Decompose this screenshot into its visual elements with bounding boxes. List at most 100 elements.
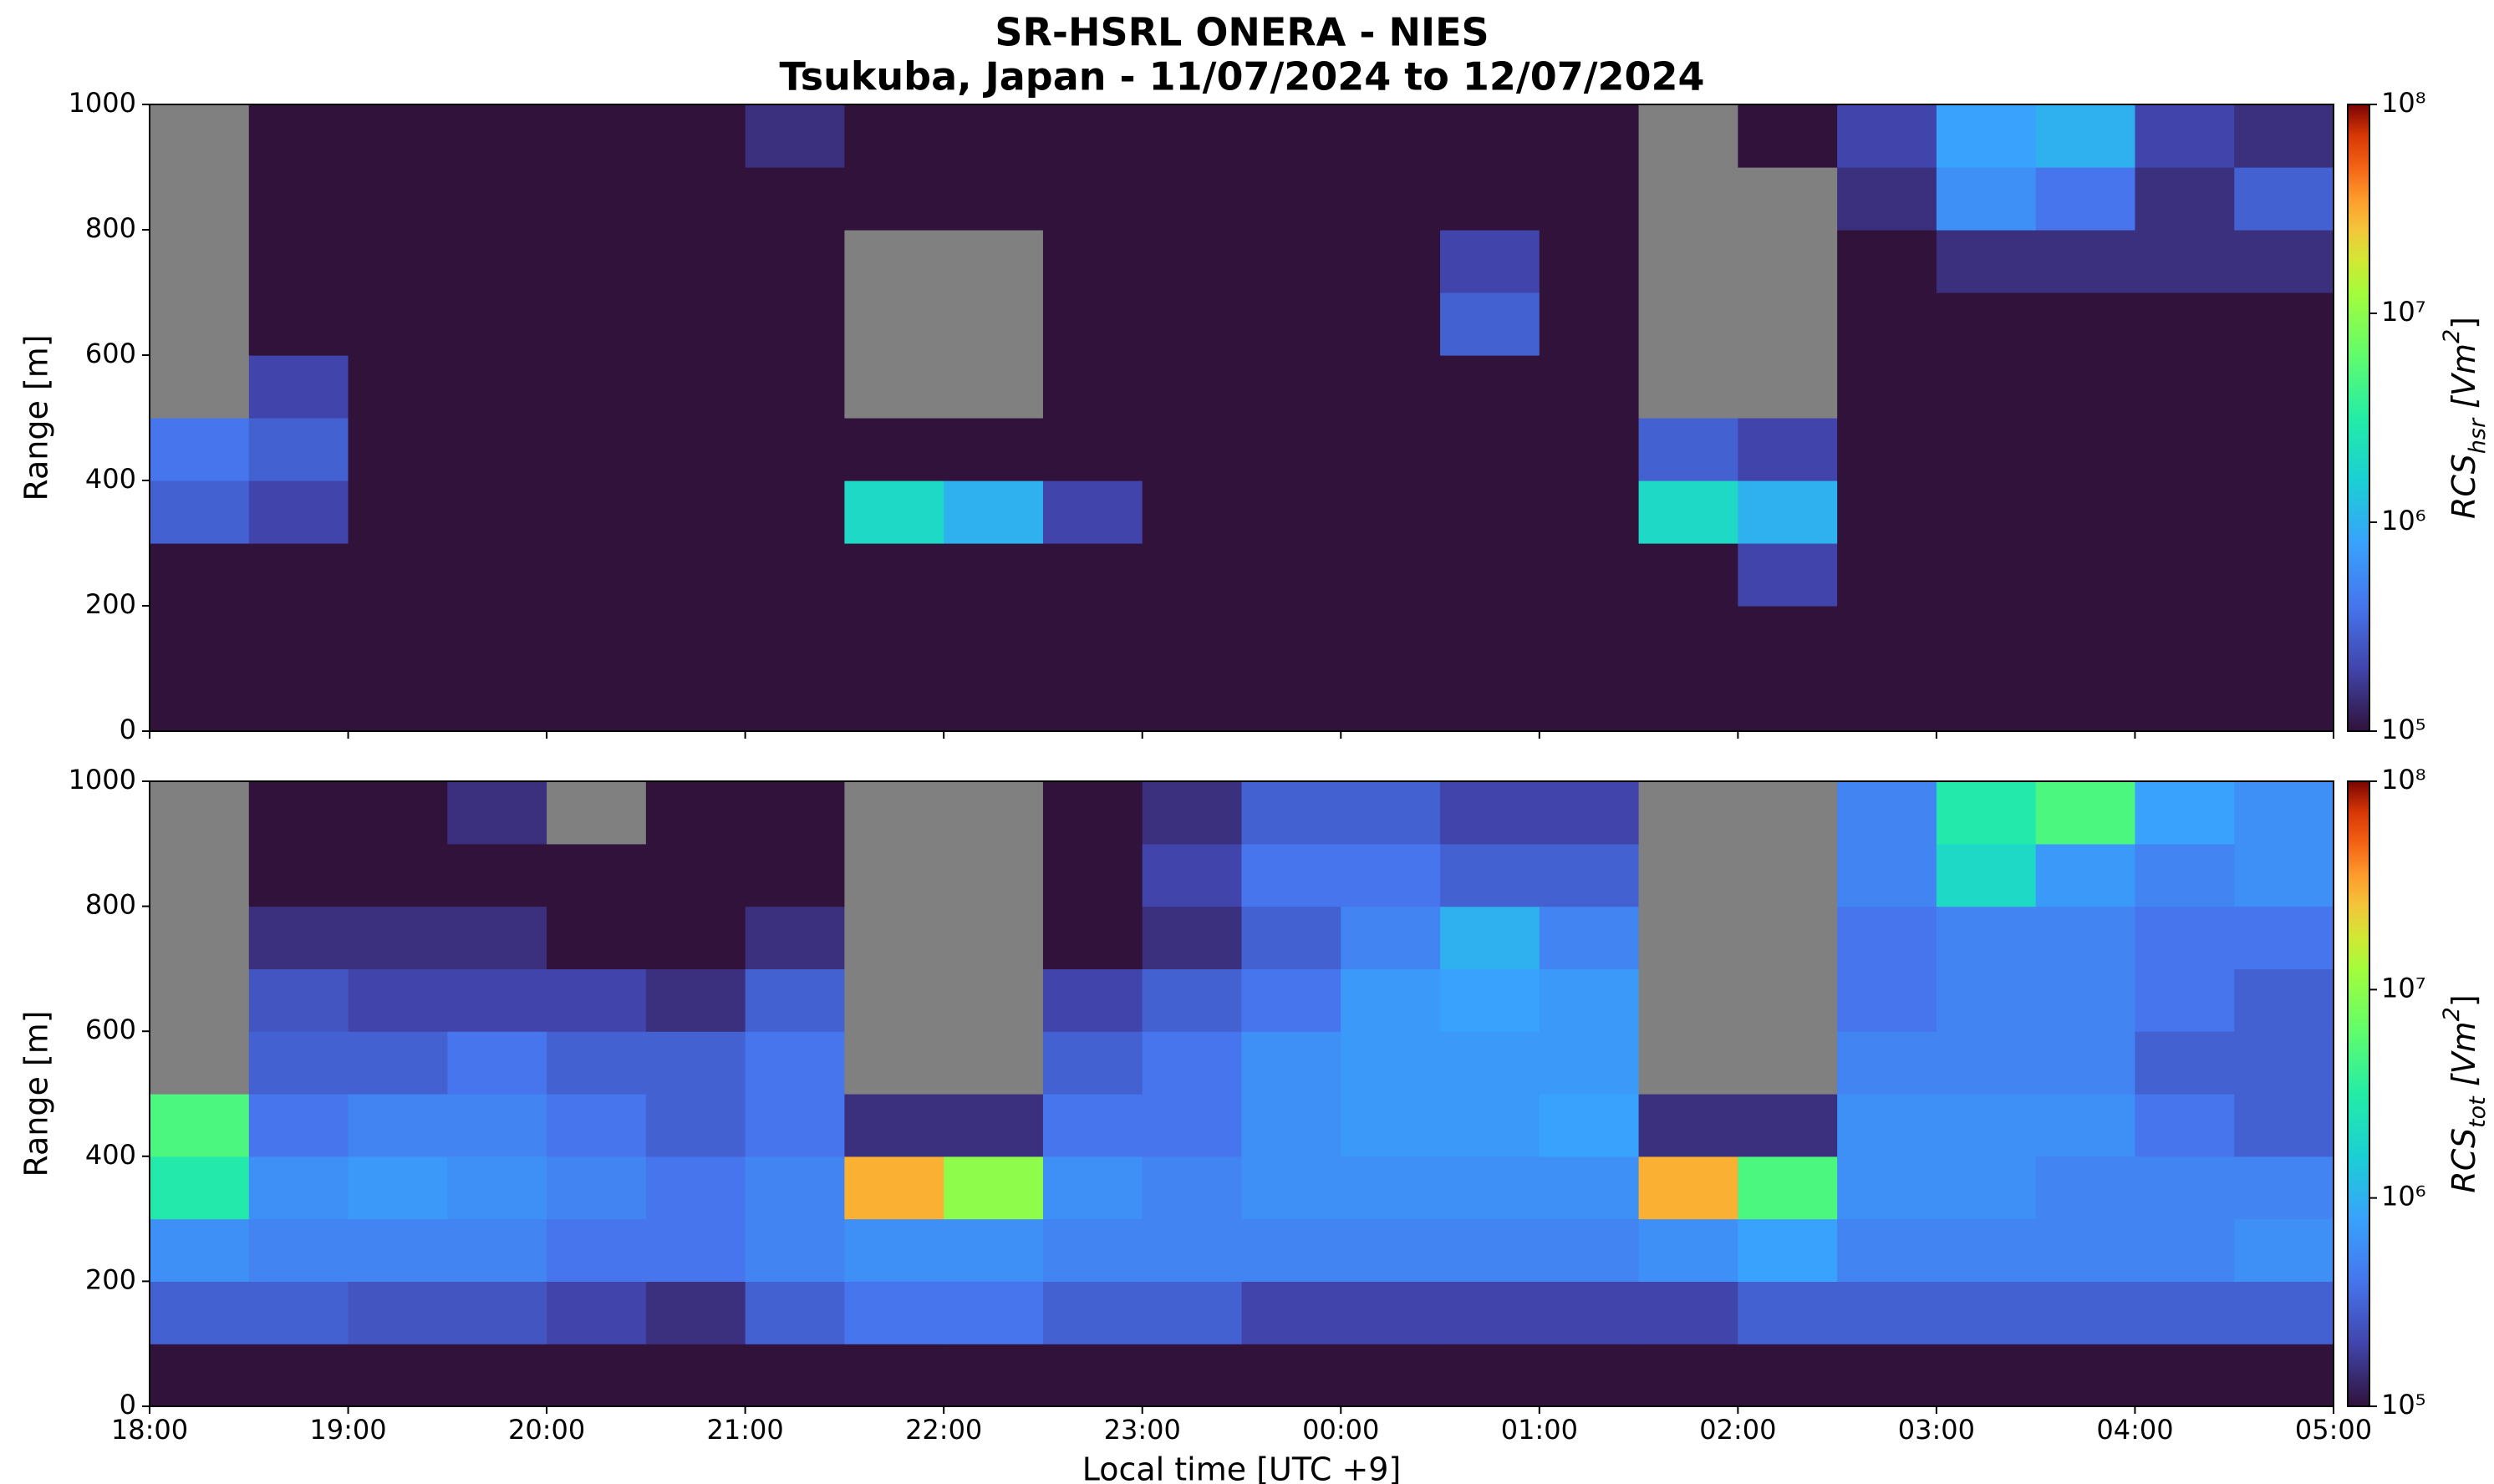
heatmap-cell [2135,668,2235,732]
no-data-cell [150,968,250,1032]
heatmap-cell [1837,230,1937,293]
heatmap-cell [1539,230,1640,293]
heatmap-cell [1837,543,1937,607]
heatmap-cell [1142,1094,1243,1157]
heatmap-cell [1837,606,1937,669]
heatmap-cell [745,480,846,544]
heatmap-cell [645,104,746,168]
heatmap-cell [645,1094,746,1157]
heatmap-cell [348,104,448,168]
heatmap-cell [2234,668,2334,732]
no-data-cell [150,355,250,419]
heatmap-cell [547,906,647,969]
x-tick-label: 18:00 [111,1414,188,1446]
no-data-cell [1638,843,1738,907]
heatmap-cell [1539,1344,1640,1407]
heatmap-cell [2135,480,2235,544]
y-tick-label: 200 [85,588,136,620]
heatmap-cell [447,606,547,669]
heatmap-cell [2234,1281,2334,1344]
heatmap-cell [1539,1094,1640,1157]
heatmap-cell [1241,480,1341,544]
heatmap-cell [1936,1281,2037,1344]
no-data-cell [1738,968,1838,1032]
heatmap-cell [2035,606,2136,669]
heatmap-cell [1142,167,1243,231]
heatmap-cell [645,968,746,1032]
heatmap-cell [745,906,846,969]
heatmap-cell [1738,480,1838,544]
heatmap-cell [1936,480,2037,544]
heatmap-cell [2035,668,2136,732]
heatmap-cell [1341,1218,1441,1282]
colorbar-label-part: 2 [2439,1007,2465,1021]
heatmap-cell [745,843,846,907]
heatmap-cell [944,606,1044,669]
heatmap-cell [1042,781,1143,845]
heatmap-cell [348,606,448,669]
heatmap-cell [1142,543,1243,607]
heatmap-cell [1142,606,1243,669]
heatmap-cell [2135,906,2235,969]
heatmap-cell [1042,843,1143,907]
y-tick-label: 0 [120,1389,136,1420]
heatmap-cell [944,418,1044,481]
heatmap-cell [547,668,647,732]
heatmap-cell [1440,480,1540,544]
heatmap-cell [745,1218,846,1282]
heatmap-cell [1142,781,1243,845]
heatmap-cell [547,1344,647,1407]
heatmap-cell [1042,1281,1143,1344]
x-tick-label: 19:00 [309,1414,386,1446]
heatmap-cell [1936,906,2037,969]
heatmap-cell [348,906,448,969]
x-tick-label: 05:00 [2295,1414,2372,1446]
x-tick-label: 23:00 [1104,1414,1181,1446]
heatmap-cell [1837,355,1937,419]
heatmap-cell [2035,230,2136,293]
heatmap-cell [447,167,547,231]
heatmap-cell [1241,1218,1341,1282]
heatmap-cell [1042,1218,1143,1282]
heatmap-cell [2035,1344,2136,1407]
y-tick-label: 1000 [69,764,136,795]
heatmap-cell [1936,843,2037,907]
heatmap-cell [1440,781,1540,845]
heatmap-cell [1837,1094,1937,1157]
no-data-cell [1638,167,1738,231]
heatmap-cell [447,781,547,845]
heatmap-cell [348,968,448,1032]
heatmap-cell [2234,104,2334,168]
heatmap-cell [1738,418,1838,481]
heatmap-cell [1738,543,1838,607]
heatmap-cell [1638,418,1738,481]
heatmap-cell [1042,480,1143,544]
no-data-cell [844,843,944,907]
heatmap-cell [1539,906,1640,969]
heatmap-cell [944,1281,1044,1344]
no-data-cell [1638,906,1738,969]
heatmap-cell [1837,1281,1937,1344]
heatmap-cell [1539,480,1640,544]
heatmap-cell [248,668,349,732]
heatmap-cell [248,1218,349,1282]
colorbar-label-part: 2 [2439,329,2465,343]
heatmap-cell [1142,1156,1243,1220]
no-data-cell [944,355,1044,419]
heatmap-cell [745,230,846,293]
no-data-cell [1738,843,1838,907]
heatmap-cell [844,480,944,544]
heatmap-cell [447,668,547,732]
y-tick-label: 200 [85,1263,136,1295]
plot-frame [149,104,2334,732]
x-tick-label: 02:00 [1699,1414,1776,1446]
heatmap-cell [1936,418,2037,481]
heatmap-cell [1241,418,1341,481]
heatmap-cell [645,906,746,969]
heatmap-cell [1341,355,1441,419]
heatmap-cell [547,1218,647,1282]
heatmap-cell [2035,1031,2136,1095]
heatmap-cell [1142,843,1243,907]
heatmap-cell [745,606,846,669]
heatmap-cell [2135,843,2235,907]
